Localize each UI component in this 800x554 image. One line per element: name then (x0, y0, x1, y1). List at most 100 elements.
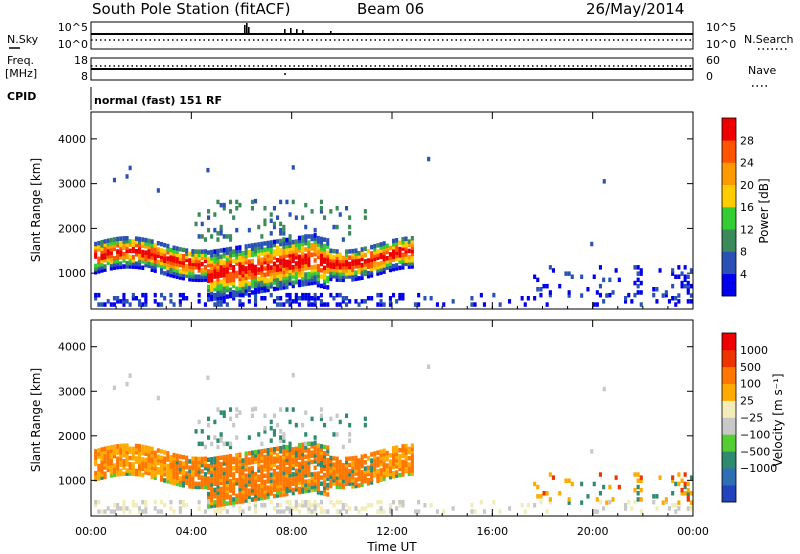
velocity-cell (166, 479, 170, 484)
velocity-cell (401, 459, 405, 465)
velocity-cell (316, 486, 320, 492)
velocity-cell (112, 463, 116, 468)
power-cell (652, 292, 656, 298)
velocity-cell (125, 468, 129, 473)
power-cell (307, 271, 311, 277)
velocity-cell (376, 499, 380, 505)
velocity-cell (210, 497, 214, 503)
power-cell (360, 250, 364, 255)
velocity-cell (382, 464, 386, 469)
power-cell (323, 253, 327, 258)
power-cell (382, 247, 386, 252)
velocity-cell (175, 459, 179, 465)
velocity-cell (348, 438, 352, 443)
velocity-cell (376, 456, 380, 462)
power-cell (163, 242, 167, 248)
velocity-cell (301, 489, 305, 494)
power-cell (250, 284, 254, 289)
velocity-cell (351, 474, 355, 480)
power-cell (288, 265, 292, 270)
velocity-cell (153, 475, 157, 480)
power-cell (385, 256, 389, 261)
power-cell (388, 252, 392, 257)
x-tick-label: 16:00 (476, 525, 508, 538)
velocity-cell (332, 474, 336, 480)
power-cell (207, 272, 211, 277)
velocity-cell (122, 509, 126, 514)
power-cell (188, 273, 192, 279)
velocity-cell (200, 478, 204, 483)
velocity-cell (348, 478, 352, 483)
power-cell (316, 242, 320, 247)
power-cell (520, 296, 524, 301)
power-cell (392, 245, 396, 250)
power-cell (238, 260, 242, 266)
power-cell (144, 259, 148, 265)
velocity-cell (238, 509, 242, 514)
velocity-cell (160, 499, 164, 505)
nsky-spike (244, 25, 246, 34)
velocity-cell (213, 503, 217, 508)
power-cell (213, 212, 217, 217)
velocity-cell (410, 449, 414, 455)
velocity-cell (109, 473, 113, 478)
velocity-cell (197, 472, 201, 477)
power-cell (388, 258, 392, 263)
power-cell (288, 259, 292, 264)
velocity-cell (301, 483, 305, 488)
velocity-cell (213, 478, 217, 483)
velocity-cell (323, 451, 327, 456)
power-cell (382, 241, 386, 246)
velocity-cell (329, 416, 333, 422)
power-cell (294, 248, 298, 254)
power-cell (307, 262, 311, 267)
velocity-cell (338, 499, 342, 505)
power-cell (185, 251, 189, 256)
power-cell (150, 248, 154, 254)
power-cell (373, 265, 377, 271)
velocity-cell (357, 473, 361, 479)
power-cell (326, 253, 330, 259)
velocity-cell (592, 481, 596, 487)
power-cell (279, 238, 283, 244)
power-cell (392, 251, 396, 256)
velocity-cell (605, 500, 609, 505)
velocity-cell (636, 478, 640, 483)
power-cell (141, 256, 145, 261)
velocity-cell (357, 477, 361, 482)
power-cell (134, 242, 138, 248)
power-cell (97, 259, 101, 265)
velocity-cell (138, 462, 142, 468)
power-cell (103, 258, 107, 263)
velocity-cell (470, 509, 474, 514)
power-cell (326, 250, 330, 256)
power-cell (222, 250, 226, 256)
power-cell (210, 278, 214, 283)
power-cell (310, 243, 314, 248)
velocity-cell (301, 445, 305, 451)
velocity-cell (379, 458, 383, 464)
power-cell (172, 261, 176, 266)
velocity-cell (100, 447, 104, 452)
velocity-cell (222, 473, 226, 479)
velocity-cell (310, 487, 314, 493)
velocity-cell (307, 499, 311, 505)
velocity-cell (225, 460, 229, 466)
velocity-cell (363, 506, 367, 511)
velocity-cell (169, 473, 173, 479)
power-cell (247, 253, 251, 258)
power-cell (260, 273, 264, 278)
power-cell (288, 296, 292, 301)
velocity-cell (244, 460, 248, 466)
power-cell (181, 260, 185, 265)
colorbar-swatch (722, 162, 736, 186)
velocity-cell (269, 499, 273, 505)
power-cell (392, 241, 396, 247)
power-cell (310, 271, 314, 276)
velocity-cell (266, 494, 270, 500)
velocity-cell (266, 457, 270, 462)
power-cell (266, 253, 270, 258)
power-cell (131, 264, 135, 269)
colorbar-tick-label: 4 (740, 268, 747, 281)
velocity-cell (207, 482, 211, 487)
